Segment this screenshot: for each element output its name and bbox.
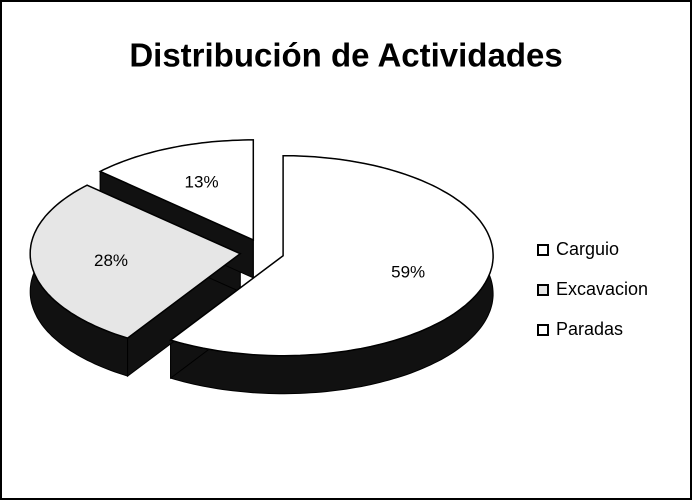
data-label: 13%: [185, 172, 219, 191]
legend-swatch: [537, 244, 549, 256]
legend-swatch: [537, 324, 549, 336]
legend-swatch: [537, 284, 549, 296]
chart-title: Distribución de Actividades: [129, 37, 562, 74]
pie-slice: [168, 154, 494, 357]
pie-tops: [29, 139, 494, 357]
data-label: 28%: [94, 251, 128, 270]
pie-slice: [98, 139, 255, 242]
legend-label: Carguio: [556, 239, 619, 259]
pie-slice: [29, 184, 242, 339]
data-label: 59%: [391, 262, 425, 281]
legend-label: Excavacion: [556, 279, 648, 299]
legend-label: Paradas: [556, 319, 623, 339]
